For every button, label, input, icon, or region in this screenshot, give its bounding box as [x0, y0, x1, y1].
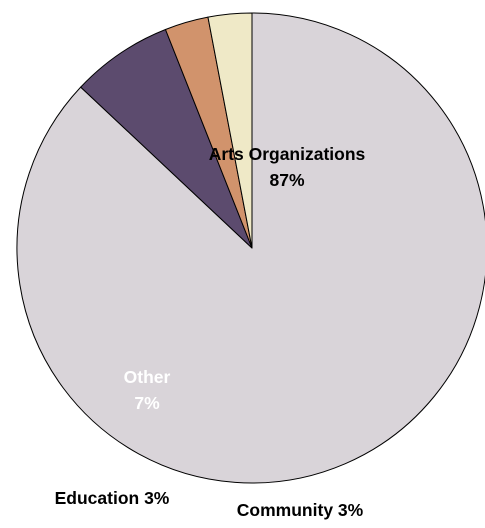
slice-label-name: Arts Organizations — [209, 144, 366, 164]
pie-slice-arts-organizations — [16, 12, 485, 484]
pie-slice-other — [80, 29, 253, 249]
slice-label-arts-organizations: Arts Organizations 87% — [209, 144, 366, 190]
slice-label-name: Other — [124, 367, 171, 387]
slice-label-other: Other 7% — [124, 367, 171, 413]
slice-label-value: 7% — [134, 393, 160, 413]
pie-slice-community — [207, 12, 253, 249]
slice-label-value: 87% — [269, 170, 304, 190]
slice-label-community: Community 3% — [237, 500, 364, 520]
slice-label-education: Education 3% — [55, 488, 170, 508]
labels-layer: Arts Organizations 87% Other 7% Education 3%… — [55, 144, 366, 520]
slices-layer — [16, 12, 485, 484]
